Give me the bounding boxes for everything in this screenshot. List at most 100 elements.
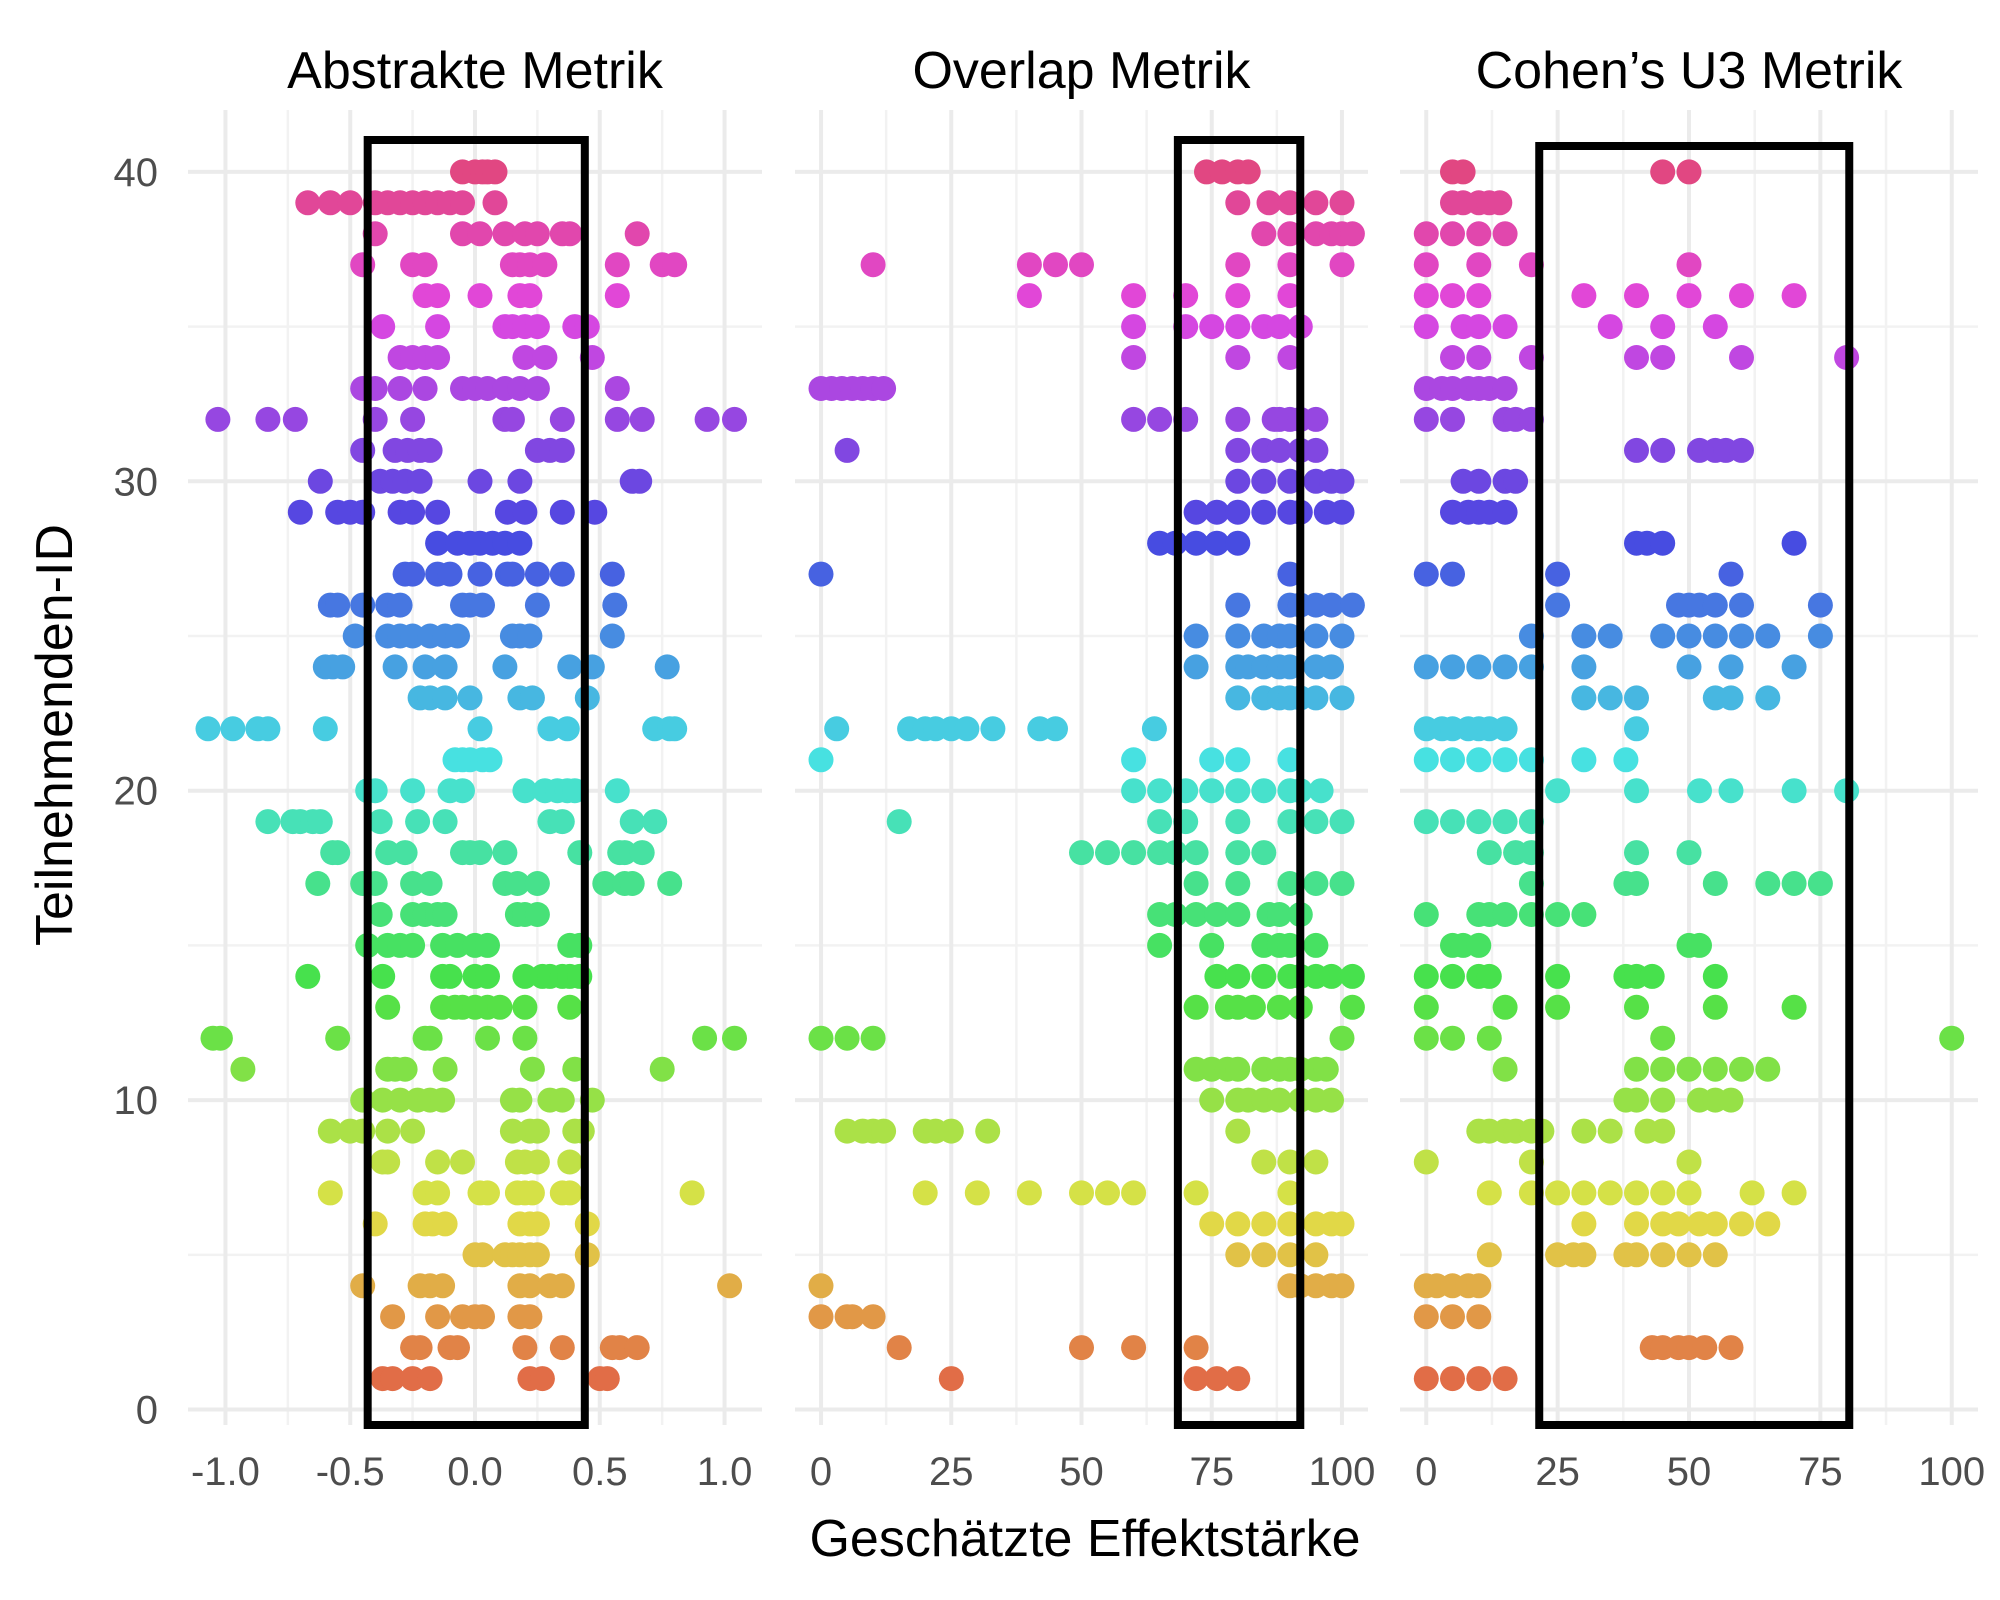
data-point	[1718, 654, 1744, 680]
data-point	[1225, 747, 1251, 773]
data-point	[330, 654, 356, 680]
data-point	[1329, 623, 1355, 649]
data-point	[1571, 1118, 1597, 1144]
data-point	[1329, 809, 1355, 835]
data-point	[1650, 1118, 1676, 1144]
data-point	[367, 902, 393, 927]
data-point	[1095, 840, 1120, 866]
data-point	[467, 840, 493, 866]
data-point	[1755, 623, 1781, 649]
data-point	[604, 252, 630, 278]
data-point	[417, 1025, 443, 1051]
data-point	[1571, 747, 1597, 773]
data-point	[512, 345, 538, 370]
data-point	[450, 1149, 475, 1175]
data-point	[938, 1118, 964, 1144]
data-point	[1339, 221, 1365, 247]
data-point	[1303, 623, 1329, 649]
data-point	[519, 1180, 545, 1206]
x-tick-label: -1.0	[191, 1450, 260, 1494]
data-point	[1308, 778, 1334, 804]
data-point	[432, 902, 458, 927]
data-point	[1650, 1180, 1676, 1206]
data-point	[282, 406, 308, 432]
data-point	[860, 1304, 886, 1330]
data-point	[1225, 530, 1251, 556]
data-point	[1597, 1180, 1623, 1206]
facet-cohens-u3-metrik: 0 25 50 75 100 Cohen’s U3 Metrik	[1400, 42, 1985, 1494]
data-point	[1251, 778, 1277, 804]
data-point	[1251, 840, 1277, 866]
data-point	[1277, 252, 1303, 278]
data-point	[1466, 221, 1492, 247]
data-point	[1687, 778, 1712, 804]
data-point	[295, 190, 321, 216]
data-point	[325, 1025, 351, 1051]
data-point	[1277, 809, 1303, 835]
data-point	[1492, 376, 1518, 401]
data-point	[517, 283, 543, 309]
data-point	[1225, 1366, 1251, 1392]
data-point	[499, 1118, 525, 1144]
data-point	[1225, 623, 1251, 649]
data-point	[512, 1335, 538, 1361]
data-point	[1413, 1149, 1439, 1175]
x-tick-label: 75	[1189, 1450, 1234, 1494]
data-point	[694, 406, 720, 432]
data-point	[432, 685, 458, 711]
x-tick-label: 1.0	[697, 1450, 753, 1494]
data-point	[1492, 499, 1518, 525]
data-point	[425, 345, 451, 370]
data-point	[1121, 1335, 1147, 1361]
data-point	[1702, 623, 1728, 649]
data-point	[1225, 778, 1251, 804]
data-point	[494, 499, 520, 525]
data-point	[1043, 252, 1068, 278]
data-point	[1781, 1180, 1807, 1206]
data-point	[524, 1211, 550, 1237]
data-point	[437, 963, 463, 989]
data-point	[417, 1366, 443, 1392]
data-point	[1199, 932, 1225, 958]
data-point	[1624, 437, 1649, 463]
x-axis-title: Geschätzte Effektstärke	[809, 1510, 1360, 1568]
data-point	[612, 840, 638, 866]
data-point	[1440, 747, 1465, 773]
data-point	[1466, 1366, 1492, 1392]
data-point	[1624, 778, 1649, 804]
data-point	[400, 932, 426, 958]
data-point	[492, 840, 518, 866]
data-point	[808, 1304, 834, 1330]
data-point	[692, 1025, 718, 1051]
data-point	[1303, 685, 1329, 711]
data-point	[1277, 654, 1303, 680]
data-point	[375, 840, 401, 866]
data-point	[524, 592, 550, 618]
data-point	[1492, 747, 1518, 773]
data-point	[1095, 1180, 1120, 1206]
data-point	[1413, 1304, 1439, 1330]
data-point	[1069, 1180, 1094, 1206]
data-point	[871, 1118, 897, 1144]
data-point	[1718, 778, 1744, 804]
y-tick-label: 0	[136, 1389, 158, 1433]
data-point	[1624, 1087, 1649, 1113]
data-point	[1303, 871, 1329, 896]
data-point	[392, 840, 418, 866]
data-point	[1613, 747, 1639, 773]
data-point	[1121, 778, 1147, 804]
data-point	[1183, 1335, 1209, 1361]
data-point	[834, 1025, 860, 1051]
data-point	[1225, 1211, 1251, 1237]
data-point	[1329, 871, 1355, 896]
data-point	[375, 994, 401, 1020]
data-point	[470, 1242, 495, 1268]
data-point	[425, 530, 451, 556]
data-point	[1225, 809, 1251, 835]
data-point	[412, 654, 438, 680]
data-point	[1466, 932, 1492, 958]
data-point	[1739, 1180, 1765, 1206]
data-point	[1413, 994, 1439, 1020]
facet-overlap-metrik: 0 25 50 75 100 Overlap Metrik	[795, 42, 1375, 1494]
data-point	[1413, 283, 1439, 309]
